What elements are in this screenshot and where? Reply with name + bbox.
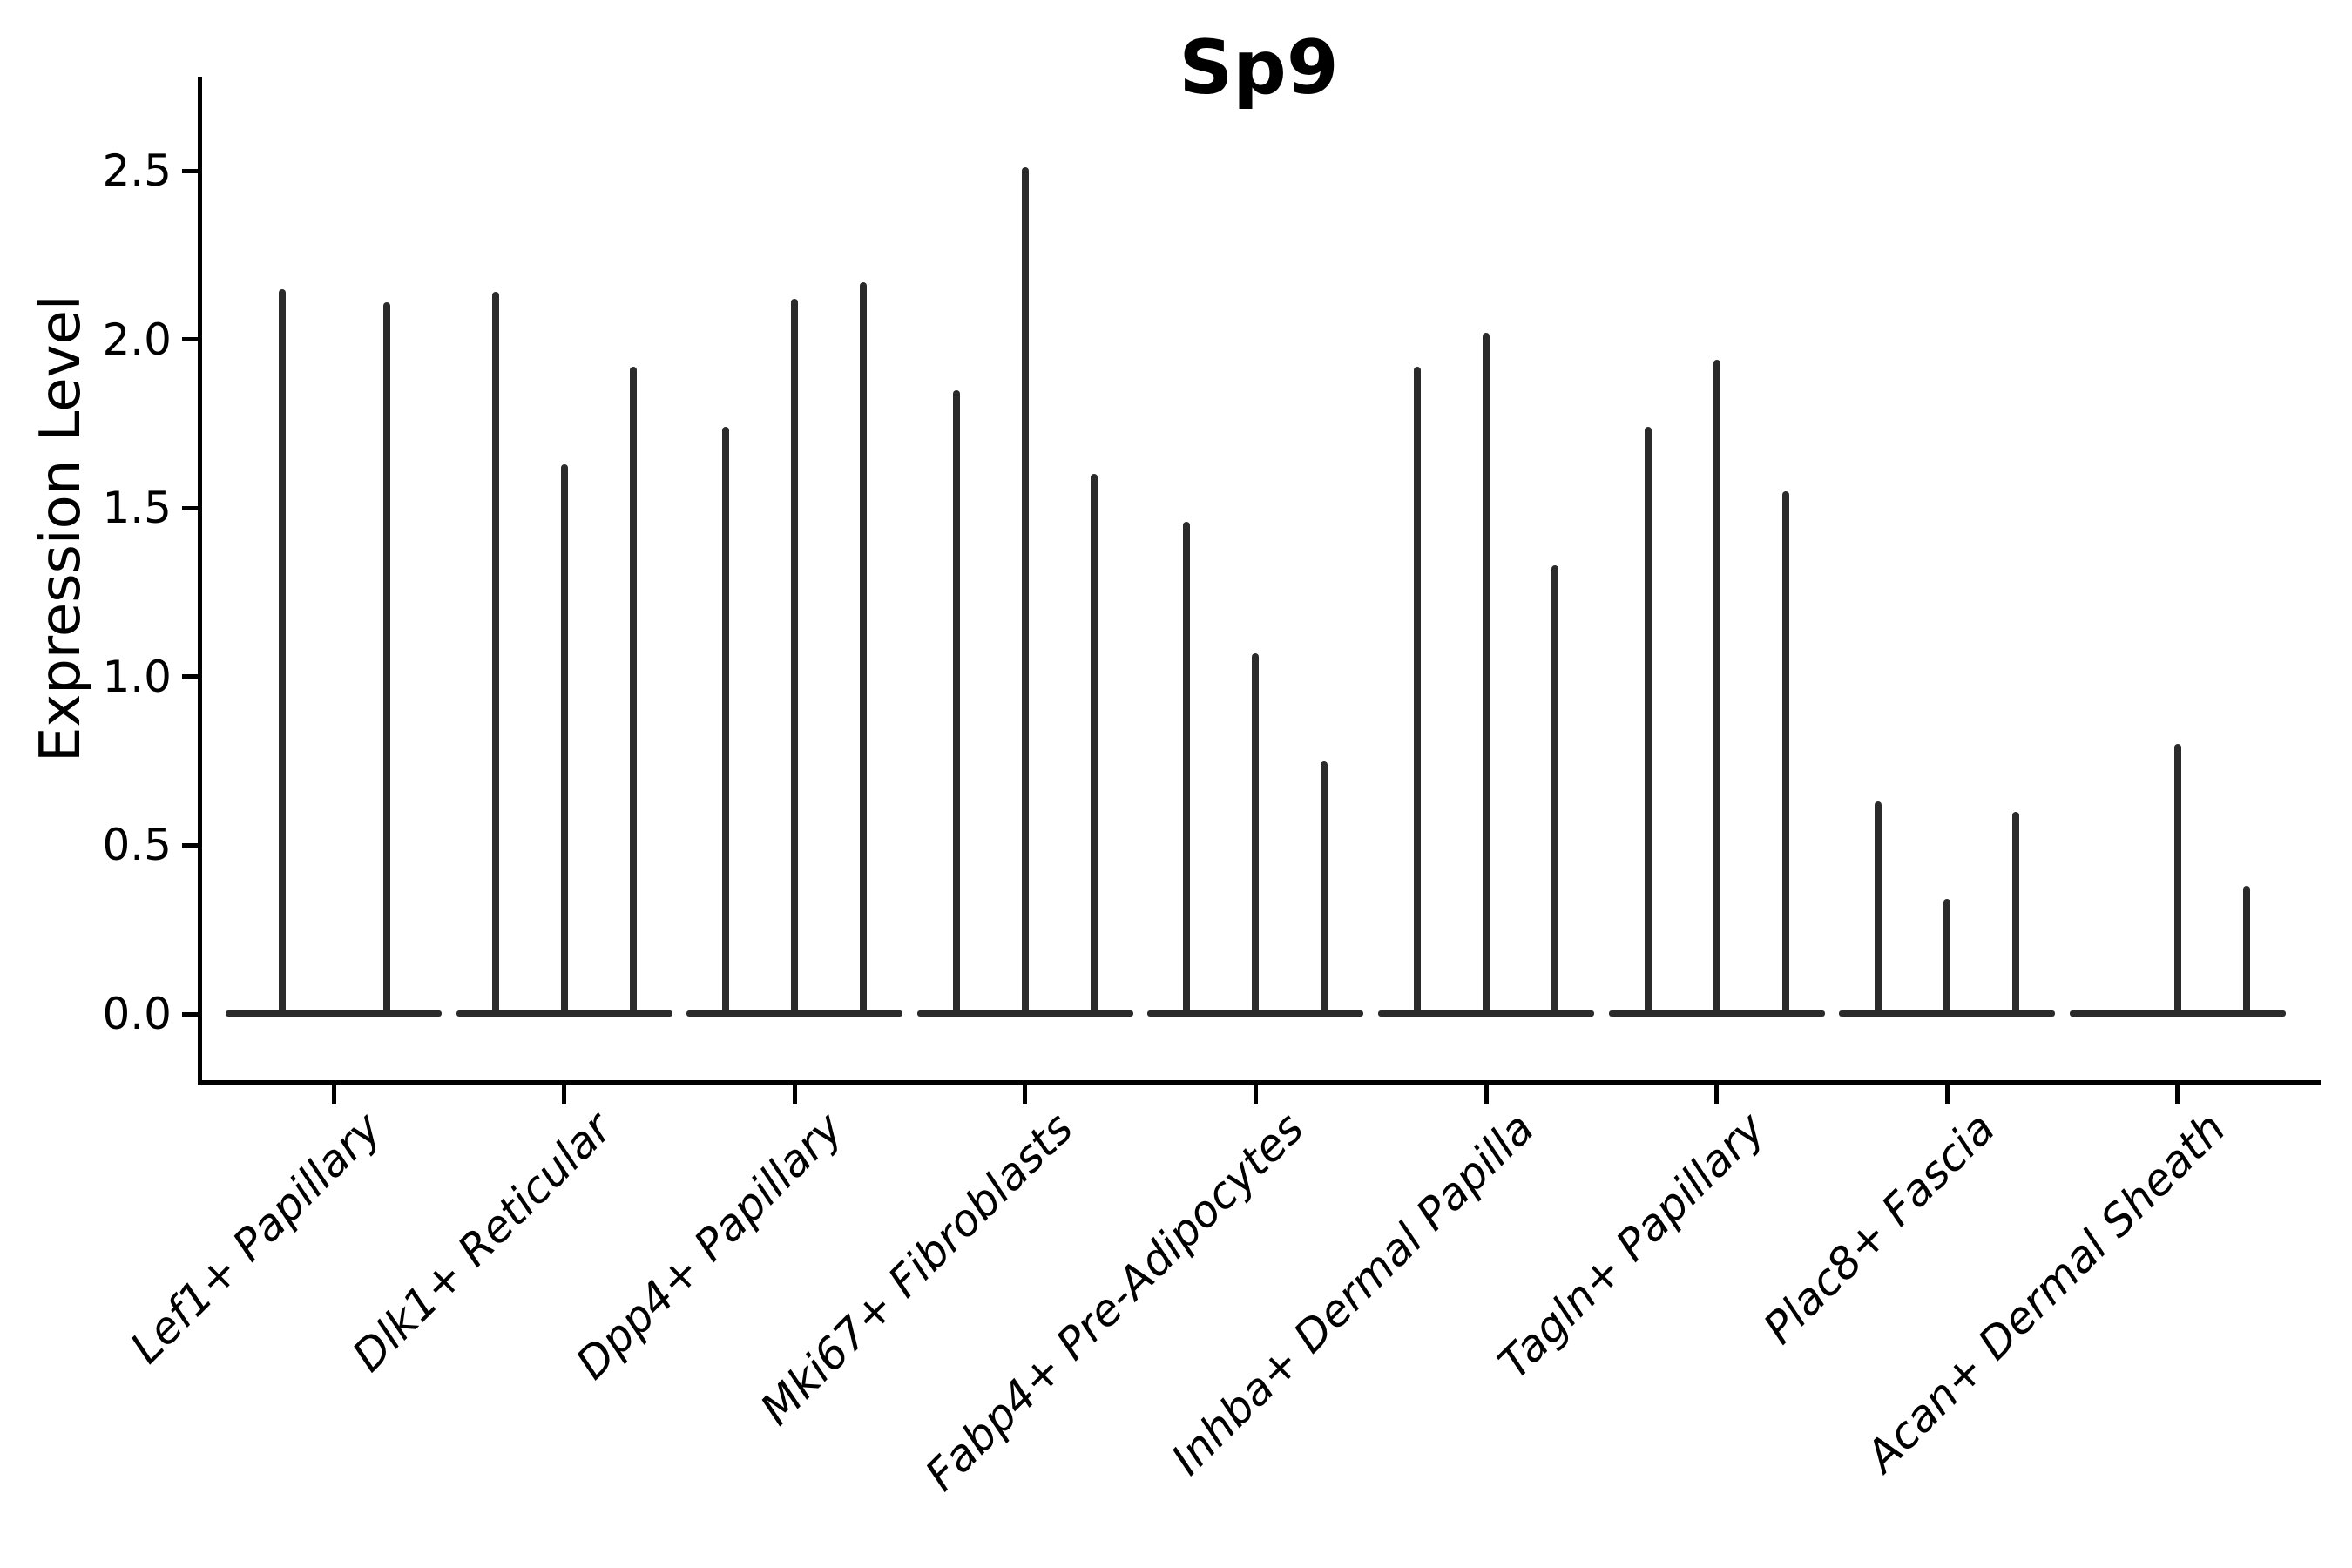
violin-spike [1875, 801, 1882, 1017]
violin-baseline [226, 1010, 442, 1017]
violin-spike [1781, 490, 1789, 1017]
violin-spike [1551, 565, 1558, 1017]
x-axis-tick [1714, 1085, 1720, 1104]
y-axis-tick [182, 337, 198, 342]
chart-title: Sp9 [1179, 24, 1339, 112]
x-axis-tick [2175, 1085, 2180, 1104]
violin-spike [383, 302, 390, 1017]
x-axis-tick [1023, 1085, 1028, 1104]
x-axis-spine [198, 1080, 2321, 1085]
violin-spike [1183, 521, 1191, 1017]
violin-spike [279, 288, 286, 1017]
x-axis-tick [1484, 1085, 1489, 1104]
y-axis-tick [182, 168, 198, 173]
violin-spike [629, 366, 637, 1017]
violin-spike [1713, 359, 1720, 1017]
y-tick-label: 0.0 [102, 989, 172, 1039]
x-axis-tick [1944, 1085, 1950, 1104]
y-tick-label: 1.0 [102, 651, 172, 702]
violin-spike [1252, 652, 1260, 1017]
x-axis-tick [331, 1085, 336, 1104]
violin-spike [1943, 899, 1951, 1017]
violin-spike [2173, 744, 2181, 1017]
violin-spike [2012, 811, 2020, 1017]
x-axis-tick [1253, 1085, 1258, 1104]
y-tick-label: 0.5 [102, 820, 172, 871]
violin-spike [791, 299, 799, 1017]
violin-spike [1090, 474, 1098, 1017]
x-tick-label: Plac8+ Fascia [1754, 1103, 2005, 1354]
violin-spike [560, 463, 568, 1017]
y-axis-tick [182, 842, 198, 848]
y-tick-label: 2.0 [102, 314, 172, 365]
violin-spike [1483, 332, 1490, 1017]
x-tick-label: Fabp4+ Pre-Adipocytes [915, 1103, 1314, 1501]
violin-spike [722, 427, 730, 1017]
violin-spike [1644, 427, 1652, 1017]
violin-spike [491, 292, 499, 1017]
violin-spike [1321, 760, 1328, 1017]
y-axis-spine [198, 77, 202, 1085]
x-tick-label: Lef1+ Papillary [120, 1103, 392, 1374]
y-axis-tick [182, 505, 198, 510]
y-tick-label: 1.5 [102, 483, 172, 534]
violin-spike [952, 389, 960, 1017]
x-axis-tick [792, 1085, 797, 1104]
violin-spike [1021, 167, 1029, 1017]
y-axis-tick [182, 674, 198, 679]
violin-spike [2242, 885, 2250, 1017]
violin-spike [1414, 366, 1421, 1017]
y-axis-tick [182, 1011, 198, 1017]
x-axis-tick [562, 1085, 567, 1104]
violin-spike [860, 281, 868, 1017]
y-tick-label: 2.5 [102, 145, 172, 196]
